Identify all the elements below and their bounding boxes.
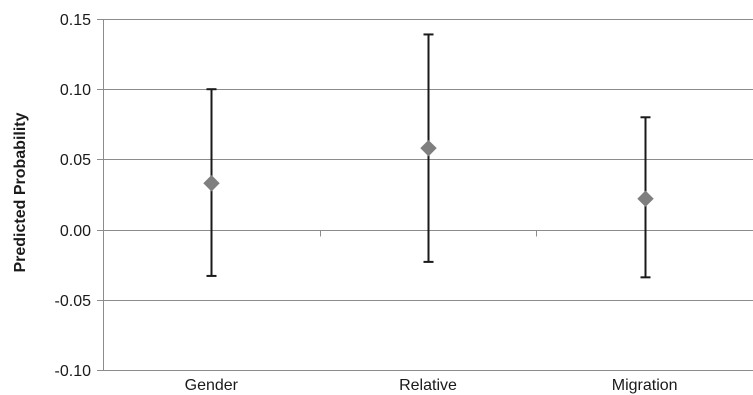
y-tick-label: 0.15 [60, 12, 91, 29]
x-category-label: Gender [185, 377, 239, 394]
y-tick-labels: 0.15 0.10 0.05 0.00 -0.05 -0.10 [55, 12, 92, 380]
point-estimate-marker [420, 139, 437, 157]
point-estimate-marker [203, 175, 220, 192]
x-category-label: Migration [612, 377, 678, 394]
y-axis-title: Predicted Probability [12, 112, 29, 272]
y-tick-label: -0.10 [55, 363, 92, 380]
y-tick-label: -0.05 [55, 293, 92, 310]
x-category-label: Relative [399, 377, 457, 394]
x-tick-labels: Gender Relative Migration [185, 377, 678, 394]
point-estimate-marker [637, 190, 654, 207]
y-tick-label: 0.10 [60, 82, 91, 99]
point-markers [203, 139, 654, 207]
y-tick-label: 0.05 [60, 152, 91, 169]
y-tick-label: 0.00 [60, 223, 91, 240]
axes [97, 19, 753, 371]
